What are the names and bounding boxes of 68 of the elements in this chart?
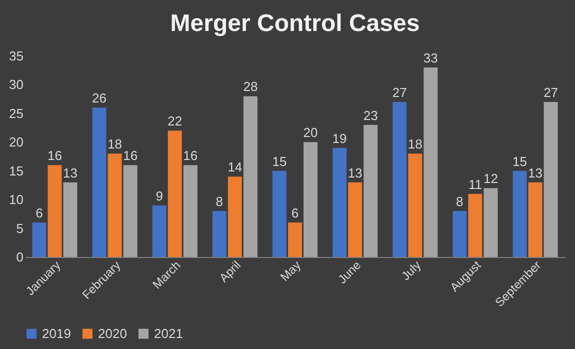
data-label: 16 — [123, 148, 138, 164]
data-label: 8 — [456, 194, 464, 210]
bar — [32, 222, 46, 257]
bar — [183, 165, 198, 257]
bar — [364, 124, 378, 257]
y-tick-label: 0 — [16, 250, 24, 264]
bar — [512, 170, 527, 257]
bar — [228, 176, 242, 257]
data-label: 12 — [484, 171, 498, 186]
data-label: 6 — [36, 206, 43, 221]
data-label: 20 — [303, 125, 318, 140]
bar — [452, 211, 467, 257]
bar — [288, 222, 302, 257]
bar — [272, 170, 286, 257]
data-label: 9 — [156, 188, 163, 204]
data-label: 16 — [183, 148, 198, 164]
bar — [408, 154, 422, 257]
x-tick-label: May — [278, 258, 304, 284]
bar — [48, 165, 62, 257]
bar — [348, 182, 362, 257]
y-tick-label: 5 — [16, 220, 24, 236]
bar — [544, 102, 558, 257]
bar — [484, 188, 498, 257]
data-label: 23 — [363, 108, 378, 123]
x-tick-label: July — [398, 258, 424, 284]
bar — [63, 182, 78, 257]
data-label: 13 — [63, 165, 78, 180]
data-label: 18 — [108, 136, 122, 152]
bar — [108, 154, 122, 257]
data-label: 13 — [528, 165, 542, 180]
y-tick-label: 35 — [9, 48, 24, 64]
data-label: 14 — [228, 160, 242, 175]
data-label: 28 — [243, 79, 258, 94]
data-label: 6 — [291, 206, 299, 221]
data-label: 27 — [392, 84, 407, 100]
bar — [392, 102, 407, 257]
bar — [468, 194, 482, 257]
bar — [123, 165, 138, 257]
bar — [92, 108, 106, 257]
data-label: 15 — [512, 154, 527, 169]
data-label: 11 — [468, 176, 482, 192]
bar — [152, 205, 166, 257]
legend-label: 2020 — [98, 326, 127, 341]
y-tick-label: 30 — [9, 77, 24, 92]
chart-title: Merger Control Cases — [170, 10, 420, 37]
data-label: 8 — [216, 194, 224, 210]
data-label: 13 — [348, 165, 362, 180]
data-label: 22 — [168, 114, 182, 129]
y-tick-label: 25 — [9, 106, 24, 121]
y-tick-label: 20 — [9, 134, 24, 150]
data-label: 27 — [544, 84, 558, 100]
bar — [528, 182, 542, 257]
bar — [243, 96, 258, 257]
legend-label: 2021 — [154, 326, 183, 341]
bar — [332, 148, 347, 257]
data-label: 19 — [332, 130, 347, 146]
data-label: 16 — [48, 148, 62, 164]
y-tick-label: 15 — [9, 163, 24, 178]
legend-label: 2019 — [42, 326, 71, 341]
bar — [212, 211, 226, 257]
bar — [304, 142, 318, 257]
data-label: 15 — [272, 154, 287, 169]
bar — [424, 67, 438, 257]
bar — [168, 130, 182, 257]
data-label: 26 — [92, 90, 106, 106]
data-label: 33 — [423, 50, 438, 66]
data-label: 18 — [408, 136, 422, 152]
y-tick-label: 10 — [9, 192, 24, 208]
